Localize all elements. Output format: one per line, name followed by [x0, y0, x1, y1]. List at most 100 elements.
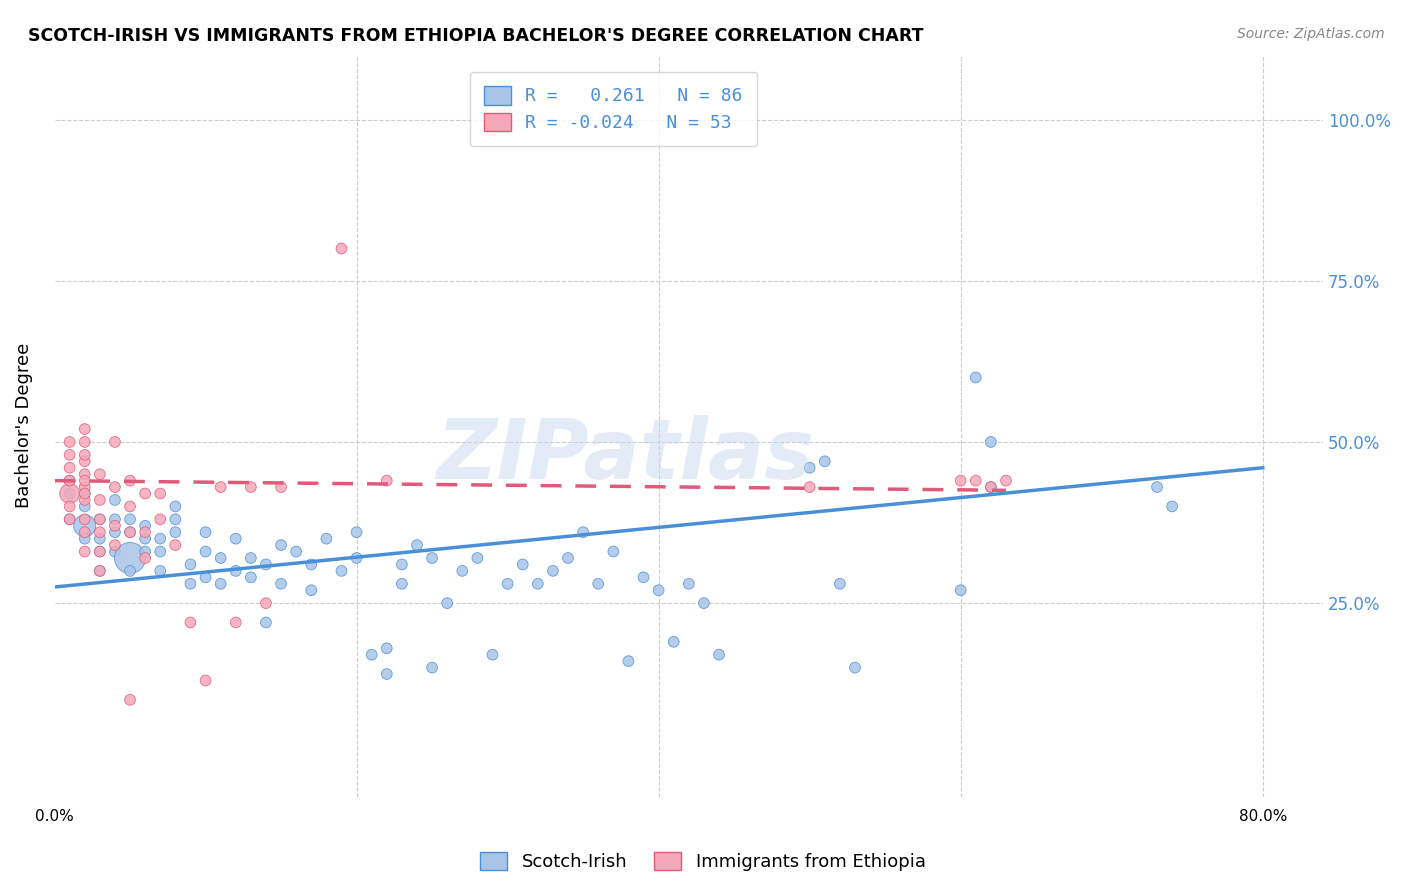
Point — [73, 422, 96, 436]
Point — [194, 525, 217, 540]
Point — [346, 551, 368, 566]
Point — [225, 532, 247, 546]
Point — [149, 512, 172, 526]
Point — [89, 467, 111, 482]
Point — [59, 434, 82, 449]
Point — [527, 576, 550, 591]
Point — [270, 480, 292, 494]
Point — [814, 454, 837, 468]
Point — [73, 493, 96, 508]
Point — [73, 532, 96, 546]
Point — [467, 551, 489, 566]
Point — [118, 693, 141, 707]
Point — [239, 551, 262, 566]
Point — [662, 635, 685, 649]
Point — [285, 544, 308, 558]
Point — [73, 474, 96, 488]
Point — [73, 454, 96, 468]
Point — [59, 474, 82, 488]
Point — [420, 660, 443, 674]
Point — [1161, 500, 1184, 514]
Point — [194, 544, 217, 558]
Point — [179, 615, 201, 630]
Point — [406, 538, 429, 552]
Point — [134, 551, 156, 566]
Point — [799, 460, 821, 475]
Point — [104, 518, 127, 533]
Point — [104, 525, 127, 540]
Point — [165, 500, 187, 514]
Text: SCOTCH-IRISH VS IMMIGRANTS FROM ETHIOPIA BACHELOR'S DEGREE CORRELATION CHART: SCOTCH-IRISH VS IMMIGRANTS FROM ETHIOPIA… — [28, 27, 924, 45]
Point — [225, 564, 247, 578]
Point — [134, 525, 156, 540]
Point — [572, 525, 595, 540]
Point — [239, 480, 262, 494]
Point — [73, 486, 96, 500]
Point — [89, 564, 111, 578]
Point — [375, 641, 398, 656]
Point — [149, 544, 172, 558]
Point — [254, 615, 277, 630]
Point — [346, 525, 368, 540]
Point — [391, 576, 413, 591]
Point — [980, 434, 1002, 449]
Point — [73, 448, 96, 462]
Legend: R =   0.261   N = 86, R = -0.024   N = 53: R = 0.261 N = 86, R = -0.024 N = 53 — [470, 71, 758, 146]
Point — [59, 486, 82, 500]
Point — [73, 480, 96, 494]
Point — [179, 576, 201, 591]
Point — [165, 538, 187, 552]
Point — [844, 660, 866, 674]
Point — [59, 512, 82, 526]
Point — [299, 583, 322, 598]
Point — [375, 667, 398, 681]
Point — [225, 615, 247, 630]
Point — [89, 525, 111, 540]
Point — [134, 544, 156, 558]
Point — [678, 576, 700, 591]
Point — [73, 486, 96, 500]
Point — [89, 512, 111, 526]
Point — [59, 512, 82, 526]
Point — [330, 242, 353, 256]
Point — [134, 518, 156, 533]
Point — [512, 558, 534, 572]
Point — [270, 538, 292, 552]
Point — [73, 512, 96, 526]
Point — [254, 596, 277, 610]
Point — [391, 558, 413, 572]
Point — [134, 532, 156, 546]
Point — [134, 486, 156, 500]
Point — [59, 500, 82, 514]
Point — [633, 570, 655, 584]
Point — [73, 518, 96, 533]
Point — [89, 544, 111, 558]
Point — [799, 480, 821, 494]
Point — [375, 474, 398, 488]
Legend: Scotch-Irish, Immigrants from Ethiopia: Scotch-Irish, Immigrants from Ethiopia — [472, 845, 934, 879]
Point — [965, 474, 987, 488]
Point — [299, 558, 322, 572]
Point — [194, 570, 217, 584]
Point — [73, 525, 96, 540]
Text: ZIPatlas: ZIPatlas — [436, 415, 814, 496]
Text: 0.0%: 0.0% — [35, 809, 75, 824]
Point — [647, 583, 669, 598]
Point — [59, 474, 82, 488]
Point — [118, 564, 141, 578]
Point — [1146, 480, 1168, 494]
Point — [360, 648, 382, 662]
Point — [436, 596, 458, 610]
Point — [118, 474, 141, 488]
Point — [73, 467, 96, 482]
Point — [420, 551, 443, 566]
Point — [239, 570, 262, 584]
Point — [994, 474, 1017, 488]
Point — [254, 558, 277, 572]
Point — [59, 486, 82, 500]
Point — [315, 532, 337, 546]
Point — [89, 544, 111, 558]
Point — [149, 486, 172, 500]
Point — [59, 460, 82, 475]
Y-axis label: Bachelor's Degree: Bachelor's Degree — [15, 343, 32, 508]
